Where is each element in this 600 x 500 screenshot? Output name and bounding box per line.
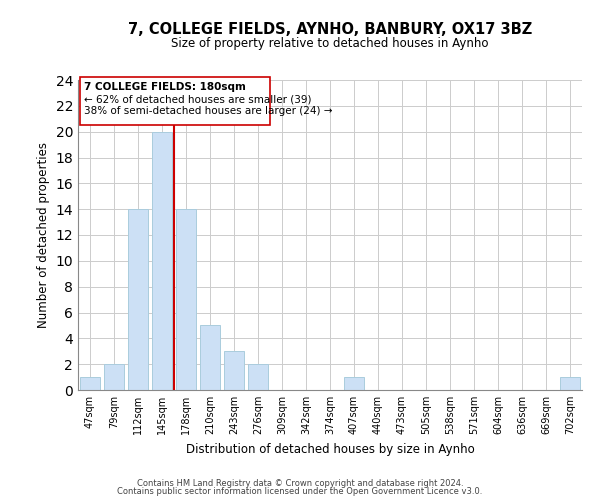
- Bar: [224, 351, 244, 390]
- Bar: [128, 209, 148, 390]
- Text: ← 62% of detached houses are smaller (39): ← 62% of detached houses are smaller (39…: [84, 94, 311, 104]
- Bar: [104, 364, 124, 390]
- Text: 38% of semi-detached houses are larger (24) →: 38% of semi-detached houses are larger (…: [84, 106, 332, 116]
- Bar: [152, 132, 172, 390]
- Text: 7, COLLEGE FIELDS, AYNHO, BANBURY, OX17 3BZ: 7, COLLEGE FIELDS, AYNHO, BANBURY, OX17 …: [128, 22, 532, 38]
- Bar: [80, 78, 270, 125]
- Bar: [344, 377, 364, 390]
- Bar: [248, 364, 268, 390]
- X-axis label: Distribution of detached houses by size in Aynho: Distribution of detached houses by size …: [185, 442, 475, 456]
- Y-axis label: Number of detached properties: Number of detached properties: [37, 142, 50, 328]
- Text: Contains public sector information licensed under the Open Government Licence v3: Contains public sector information licen…: [118, 487, 482, 496]
- Text: Contains HM Land Registry data © Crown copyright and database right 2024.: Contains HM Land Registry data © Crown c…: [137, 478, 463, 488]
- Bar: [80, 377, 100, 390]
- Bar: [560, 377, 580, 390]
- Text: Size of property relative to detached houses in Aynho: Size of property relative to detached ho…: [171, 38, 489, 51]
- Text: 7 COLLEGE FIELDS: 180sqm: 7 COLLEGE FIELDS: 180sqm: [84, 82, 246, 92]
- Bar: [200, 326, 220, 390]
- Bar: [176, 209, 196, 390]
